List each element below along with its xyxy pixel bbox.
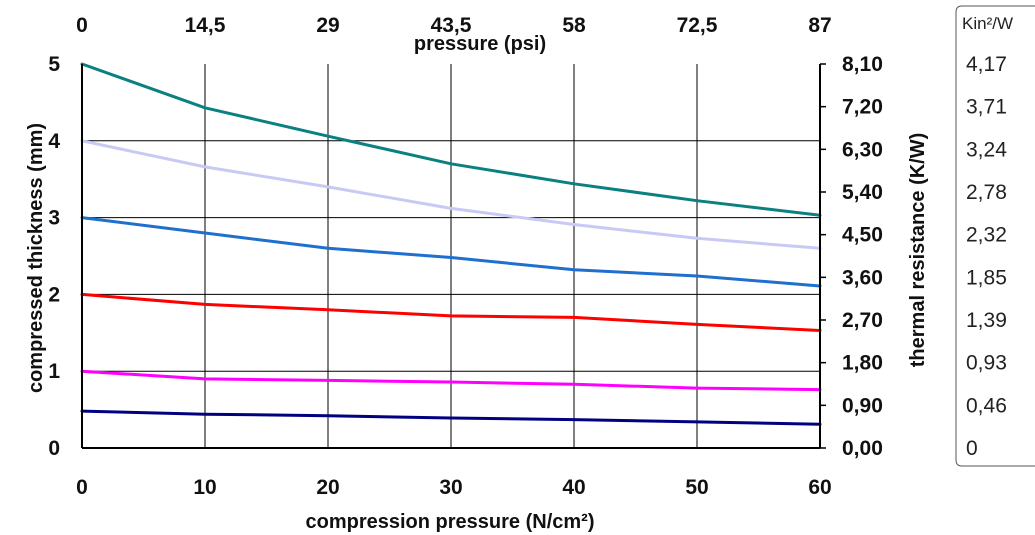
- side-scale-values: 4,17 3,71 3,24 2,78 2,32 1,85 1,39 0,93 0,46 0: [966, 53, 1007, 460]
- side-scale-value: 4,17: [966, 53, 1007, 76]
- side-scale-value: 1,85: [966, 266, 1007, 289]
- x-tick-label: 20: [316, 476, 339, 499]
- tick-labels: 0 10 20 30 40 50 60 0 14,5 29 43,5 58 72,5 87 0 1 2 3 4 5 0,…: [48, 14, 883, 499]
- series-line-4: [80, 292, 822, 332]
- y-tick-label: 1: [48, 360, 60, 383]
- right-tick-label: 8,10: [842, 53, 883, 76]
- right-tick-label: 0,00: [842, 437, 883, 460]
- side-scale-box: Kin²/W 4,17 3,71 3,24 2,78 2,32 1,85 1,39 0,93 0…: [955, 5, 1035, 467]
- x-tick-label: 60: [808, 476, 831, 499]
- right-tick-label: 0,90: [842, 394, 883, 417]
- top-tick-label: 0: [76, 14, 88, 37]
- x-tick-label: 50: [685, 476, 708, 499]
- side-scale-value: 1,39: [966, 309, 1007, 332]
- x-tick-label: 30: [439, 476, 462, 499]
- right-tick-label: 1,80: [842, 352, 883, 375]
- right-axis-title: thermal resistance (K/W): [907, 133, 929, 368]
- top-tick-label: 43,5: [431, 14, 472, 37]
- top-tick-label: 72,5: [677, 14, 718, 37]
- side-scale-value: 2,32: [966, 224, 1007, 247]
- x-axis-title: compression pressure (N/cm²): [306, 511, 595, 533]
- series-line-6: [80, 409, 822, 426]
- y-tick-label: 4: [48, 130, 60, 153]
- top-tick-label: 58: [562, 14, 586, 37]
- series-line-1: [80, 62, 822, 217]
- y-tick-label: 0: [48, 437, 60, 460]
- side-scale-value: 2,78: [966, 181, 1007, 204]
- x-tick-label: 10: [193, 476, 216, 499]
- right-tick-label: 5,40: [842, 181, 883, 204]
- series-line-5: [80, 369, 822, 392]
- side-scale-value: 3,24: [966, 138, 1007, 161]
- series-line-3: [80, 216, 822, 288]
- side-scale-frame: [955, 5, 1035, 467]
- top-axis-title: pressure (psi): [414, 33, 546, 55]
- y-tick-label: 5: [48, 53, 60, 76]
- y-tick-label: 2: [48, 283, 60, 306]
- x-tick-label: 0: [76, 476, 88, 499]
- right-tick-label: 3,60: [842, 266, 883, 289]
- y-axis-title: compressed thickness (mm): [25, 123, 47, 393]
- side-scale-value: 0: [966, 437, 978, 460]
- right-tick-label: 2,70: [842, 309, 883, 332]
- top-tick-label: 14,5: [185, 14, 226, 37]
- right-tick-label: 6,30: [842, 138, 883, 161]
- right-tick-label: 4,50: [842, 224, 883, 247]
- y-tick-label: 3: [48, 207, 60, 230]
- series-line-2: [80, 139, 822, 250]
- side-scale-unit: Kin²/W: [962, 14, 1013, 33]
- side-scale-value: 0,46: [966, 394, 1007, 417]
- top-tick-label: 87: [808, 14, 831, 37]
- axes: [81, 63, 826, 449]
- series-layer: [80, 62, 822, 426]
- right-tick-label: 7,20: [842, 96, 883, 119]
- top-tick-label: 29: [316, 14, 339, 37]
- x-tick-label: 40: [562, 476, 585, 499]
- side-scale-value: 0,93: [966, 352, 1007, 375]
- side-scale-value: 3,71: [966, 96, 1007, 119]
